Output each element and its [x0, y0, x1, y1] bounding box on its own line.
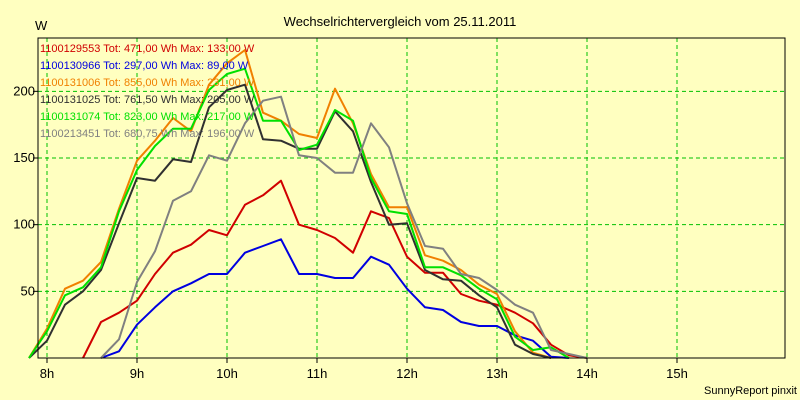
x-tick-label: 12h — [396, 366, 418, 381]
y-tick-label: 100 — [13, 217, 35, 232]
footer-credit: SunnyReport pinxit — [704, 385, 797, 397]
legend-entry-2: 1100131006 Tot: 855,00 Wh Max: 231,00 W — [40, 77, 255, 89]
x-tick-label: 10h — [216, 366, 238, 381]
x-tick-label: 11h — [307, 366, 328, 381]
series-line-4 — [28, 67, 570, 359]
x-tick-labels: 8h 9h 10h 11h 12h 13h 14h 15h — [40, 366, 688, 381]
legend-entry-0: 1100129553 Tot: 471,00 Wh Max: 133,00 W — [40, 43, 255, 55]
x-tick-label: 8h — [40, 366, 54, 381]
series-line-5 — [100, 95, 588, 359]
plot-frame — [37, 37, 786, 359]
axes — [33, 37, 786, 363]
legend-entry-1: 1100130966 Tot: 297,00 Wh Max: 89,00 W — [40, 60, 249, 72]
x-tick-label: 13h — [486, 366, 508, 381]
chart-title: Wechselrichtervergleich vom 25.11.2011 — [284, 14, 517, 29]
legend-entry-4: 1100131074 Tot: 823,00 Wh Max: 217,00 W — [40, 111, 255, 123]
series-line-3 — [28, 83, 552, 359]
y-tick-label: 150 — [13, 150, 35, 165]
series-group — [28, 49, 588, 359]
x-tick-label: 9h — [130, 366, 144, 381]
legend: 1100129553 Tot: 471,00 Wh Max: 133,00 W 1… — [40, 43, 255, 140]
legend-entry-3: 1100131025 Tot: 761,50 Wh Max: 205,00 W — [40, 94, 255, 106]
y-axis-unit: W — [35, 18, 48, 33]
y-tick-label: 200 — [13, 83, 35, 98]
legend-entry-5: 1100213451 Tot: 680,75 Wh Max: 196,00 W — [40, 128, 255, 140]
x-tick-label: 15h — [666, 366, 688, 381]
series-line-1 — [100, 238, 570, 359]
y-tick-label: 50 — [21, 283, 35, 298]
x-tick-label: 14h — [576, 366, 598, 381]
y-tick-labels: 50 100 150 200 — [13, 83, 35, 298]
